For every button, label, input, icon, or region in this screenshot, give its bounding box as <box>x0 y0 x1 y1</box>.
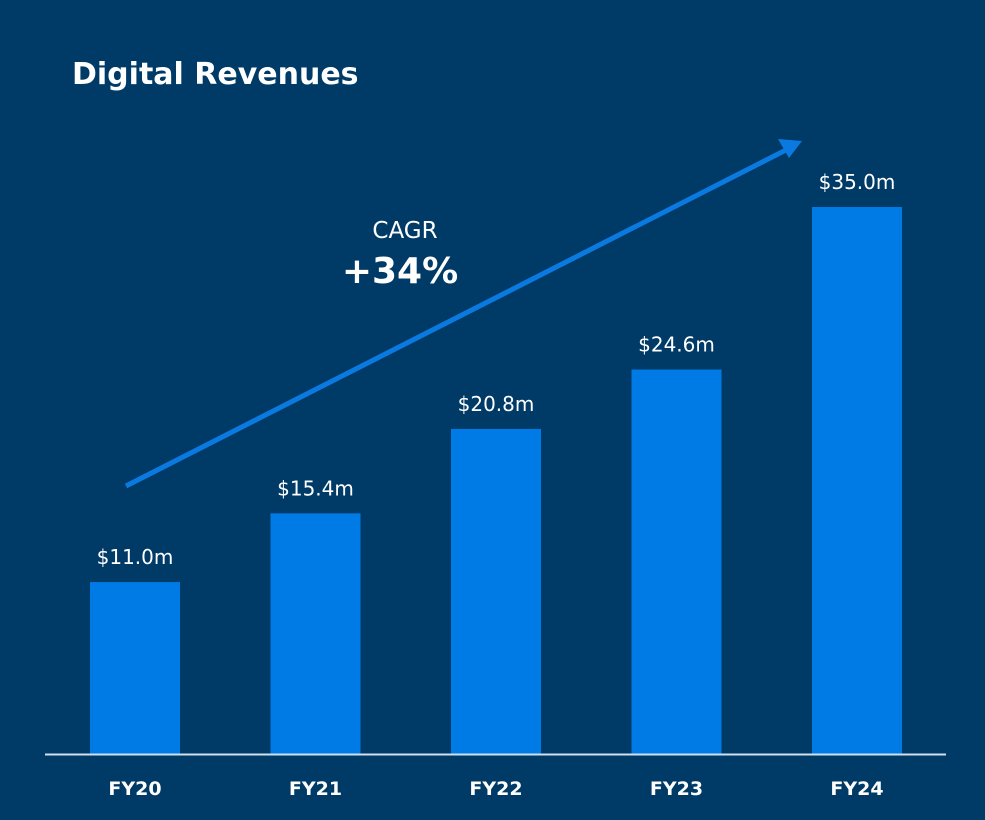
cagr-label: CAGR <box>372 218 437 244</box>
x-tick-fy22: FY22 <box>469 778 522 800</box>
chart-title: Digital Revenues <box>72 57 359 92</box>
trend-arrow-head <box>778 139 802 158</box>
trend-arrow-group <box>124 139 802 489</box>
x-tick-fy21: FY21 <box>289 778 342 800</box>
trend-arrow-line <box>124 147 788 489</box>
data-label-fy24: $35.0m <box>819 170 896 194</box>
bar-fy21 <box>270 513 361 754</box>
x-tick-fy20: FY20 <box>108 778 161 800</box>
bar-fy22 <box>451 428 541 754</box>
x-tick-fy23: FY23 <box>650 778 703 800</box>
bar-fy20 <box>90 582 180 754</box>
bar-fy24 <box>812 207 902 754</box>
bars-group: $11.0m FY20 $15.4m FY21 $20.8m FY22 $24.6m FY23… <box>45 170 946 800</box>
data-label-fy21: $15.4m <box>277 476 354 500</box>
data-label-fy20: $11.0m <box>97 545 174 569</box>
x-tick-fy24: FY24 <box>830 778 883 800</box>
data-label-fy23: $24.6m <box>638 333 715 357</box>
bar-fy23 <box>631 369 722 754</box>
cagr-value: +34% <box>342 251 458 292</box>
data-label-fy22: $20.8m <box>458 392 535 416</box>
